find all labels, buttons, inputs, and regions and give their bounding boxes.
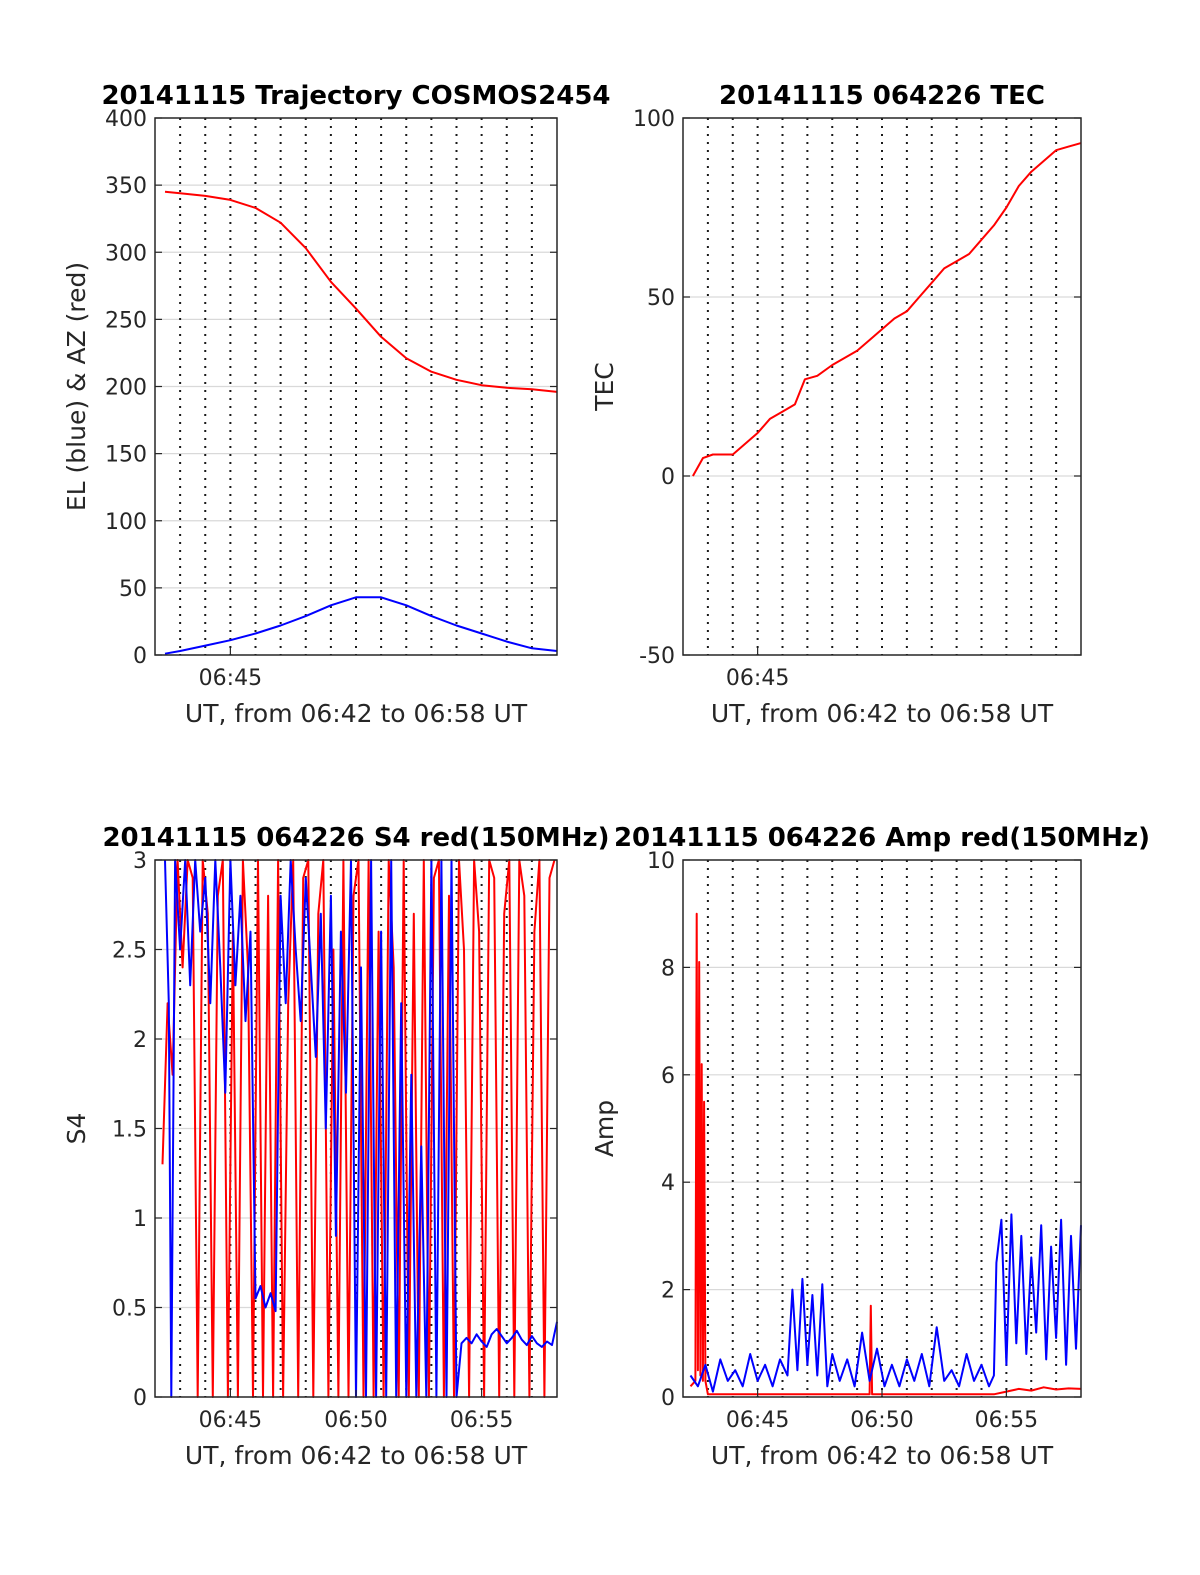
- chart-3-xtick-label-1: 06:50: [850, 1408, 913, 1433]
- chart-1-ytick-label-2: 50: [647, 286, 675, 311]
- chart-0-ylabel: EL (blue) & AZ (red): [62, 262, 91, 511]
- chart-0-xtick-label-0: 06:45: [199, 666, 262, 691]
- chart-3-ytick-label-5: 10: [647, 849, 675, 874]
- chart-2-ytick-label-5: 2.5: [112, 939, 147, 964]
- chart-2-ytick-label-2: 1: [133, 1207, 147, 1232]
- chart-0-series-el: [164, 596, 558, 655]
- chart-2-xlabel: UT, from 06:42 to 06:58 UT: [185, 1441, 528, 1470]
- panel-tec: -50 0 50 100 06:45 20141115 064226 TEC UT, fro…: [590, 81, 1082, 728]
- chart-3-ytick-label-3: 6: [661, 1064, 675, 1089]
- chart-3-xtick-label-2: 06:55: [975, 1408, 1038, 1433]
- chart-1-series-tec: [692, 142, 1082, 477]
- chart-2-xtick-label-2: 06:55: [450, 1408, 513, 1433]
- chart-2-xtick-label-1: 06:50: [324, 1408, 387, 1433]
- chart-3-xtick-label-0: 06:45: [726, 1408, 789, 1433]
- chart-0-ytick-label-7: 350: [105, 174, 147, 199]
- chart-2-ytick-label-6: 3: [133, 849, 147, 874]
- chart-1-xtick-label-0: 06:45: [726, 666, 789, 691]
- chart-0-title: 20141115 Trajectory COSMOS2454: [101, 81, 610, 111]
- chart-3-title: 20141115 064226 Amp red(150MHz): [614, 823, 1150, 853]
- chart-2-series-s4_blue: [164, 859, 558, 1398]
- chart-1-ytick-label-1: 0: [661, 465, 675, 490]
- chart-3-xlabel: UT, from 06:42 to 06:58 UT: [711, 1441, 1054, 1470]
- chart-1-ylabel: TEC: [590, 362, 619, 412]
- chart-1-ytick-label-3: 100: [633, 107, 675, 132]
- chart-0-series-az: [164, 190, 558, 393]
- chart-1-title: 20141115 064226 TEC: [719, 81, 1045, 111]
- chart-3-ytick-label-0: 0: [661, 1386, 675, 1411]
- chart-1-frame: [682, 117, 1082, 656]
- chart-0-ytick-label-2: 100: [105, 510, 147, 535]
- chart-0-ytick-label-0: 0: [133, 644, 147, 669]
- chart-2-ylabel: S4: [62, 1113, 91, 1145]
- chart-3-series-amp_red: [689, 912, 1082, 1396]
- chart-0-ytick-label-6: 300: [105, 241, 147, 266]
- chart-1-ytick-label-0: -50: [639, 644, 675, 669]
- chart-2-ytick-label-1: 0.5: [112, 1297, 147, 1322]
- chart-2-xtick-label-0: 06:45: [199, 1408, 262, 1433]
- chart-3-ytick-label-1: 2: [661, 1279, 675, 1304]
- chart-1-xlabel: UT, from 06:42 to 06:58 UT: [711, 699, 1054, 728]
- chart-0-ytick-label-4: 200: [105, 376, 147, 401]
- chart-0-xlabel: UT, from 06:42 to 06:58 UT: [185, 699, 528, 728]
- chart-0-ytick-label-3: 150: [105, 443, 147, 468]
- chart-3-series-amp_blue: [689, 1213, 1082, 1393]
- panel-trajectory: 0 50 100 150 200 250 300 350 400 06:45 20141115 Tr…: [62, 81, 611, 728]
- chart-0-ytick-label-5: 250: [105, 308, 147, 333]
- panel-s4: 0 0.5 1 1.5 2 2.5 3 06:45 06:50 06:55 20141115 064…: [62, 823, 610, 1470]
- chart-2-ytick-label-4: 2: [133, 1028, 147, 1053]
- chart-0-ytick-label-8: 400: [105, 107, 147, 132]
- chart-3-ytick-label-2: 4: [661, 1171, 675, 1196]
- chart-2-title: 20141115 064226 S4 red(150MHz): [102, 823, 609, 853]
- chart-0-ytick-label-1: 50: [119, 577, 147, 602]
- chart-3-ytick-label-4: 8: [661, 956, 675, 981]
- panel-amp: 0 2 4 6 8 10 06:45 06:50 06:55 20141115 064226 Am…: [590, 823, 1150, 1470]
- chart-2-ytick-label-0: 0: [133, 1386, 147, 1411]
- chart-3-ylabel: Amp: [590, 1100, 619, 1157]
- chart-2-ytick-label-3: 1.5: [112, 1118, 147, 1143]
